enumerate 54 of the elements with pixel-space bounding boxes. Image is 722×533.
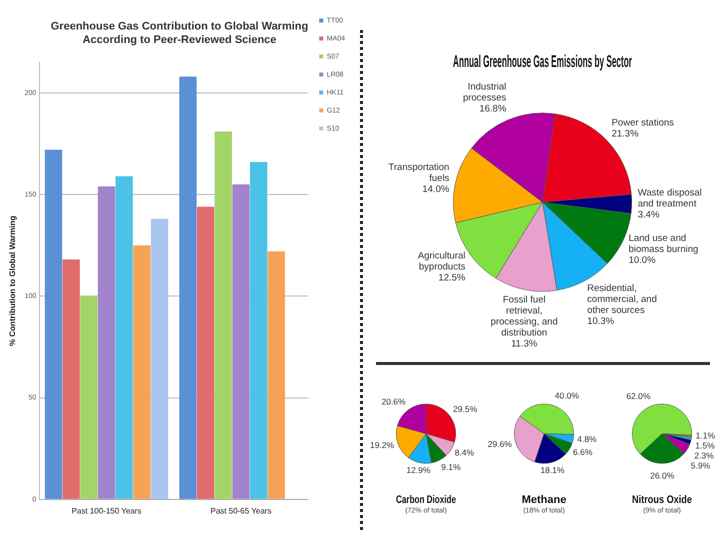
bar <box>44 150 62 499</box>
slice-label: Power stations <box>612 117 674 128</box>
bar <box>98 186 116 499</box>
data-label: 12.9% <box>406 465 431 476</box>
data-label: 62.0% <box>626 390 651 401</box>
slice-label: Transportation fuels <box>388 162 450 184</box>
data-label: 1.5% <box>695 440 716 451</box>
data-label: 16.8% <box>479 104 507 115</box>
x-tick-label: Past 100-150 Years <box>72 506 142 516</box>
bar <box>150 218 168 499</box>
data-label: 2.3% <box>694 450 714 461</box>
y-axis-title: % Contribution to Global Warming <box>8 216 18 346</box>
data-label: 26.0% <box>650 470 675 481</box>
bar <box>80 296 98 499</box>
data-label: 29.5% <box>453 404 478 414</box>
data-label: 6.6% <box>573 447 593 458</box>
chart-title: Annual Greenhouse Gas Emissions by Sector <box>453 52 632 71</box>
bar <box>250 162 268 499</box>
slice-label: Industrial processes <box>462 82 506 104</box>
x-tick-label: Past 50-65 Years <box>210 506 272 516</box>
text: Carbon Dioxide <box>396 494 456 506</box>
data-label: 4.8% <box>577 434 598 444</box>
data-label: 12.5% <box>438 272 466 284</box>
bar <box>133 245 151 499</box>
data-label: 10.3% <box>587 316 615 328</box>
data-label: 40.0% <box>554 390 580 401</box>
data-label: 29.6% <box>488 439 512 450</box>
text: Nitrous Oxide <box>632 494 692 506</box>
data-label: 21.3% <box>612 128 640 140</box>
slice-label: Waste disposal and treatment <box>638 187 702 210</box>
data-label: 5.9% <box>690 460 711 471</box>
slice-label: Land use and biomass burning <box>628 232 698 255</box>
slice-label: Fossil fuel retrieval, processing, and distribution <box>490 294 558 339</box>
data-label: 19.2% <box>370 440 395 450</box>
data-label: 9.1% <box>441 462 461 472</box>
bar <box>214 132 232 499</box>
bar <box>62 260 80 499</box>
data-label: 11.3% <box>511 338 538 350</box>
bar <box>268 251 285 499</box>
text: Methane <box>522 494 566 506</box>
data-label: 3.4% <box>638 209 660 220</box>
bar <box>232 184 250 499</box>
data-label: 18.1% <box>540 464 565 475</box>
slice-label: Residential, commercial, and other sources <box>587 283 657 316</box>
bar <box>179 76 197 499</box>
data-label: 10.0% <box>628 254 656 266</box>
chart-title: Greenhouse Gas Contribution to Global Warming According to Peer-Reviewed Science <box>50 20 308 46</box>
data-label: 1.1% <box>696 430 716 441</box>
bar <box>116 176 133 499</box>
data-label: 8.4% <box>454 448 475 458</box>
data-label: 14.0% <box>422 184 450 195</box>
bar <box>196 206 214 499</box>
slice-label: Agricultural byproducts <box>418 250 466 273</box>
data-label: 20.6% <box>381 396 406 406</box>
